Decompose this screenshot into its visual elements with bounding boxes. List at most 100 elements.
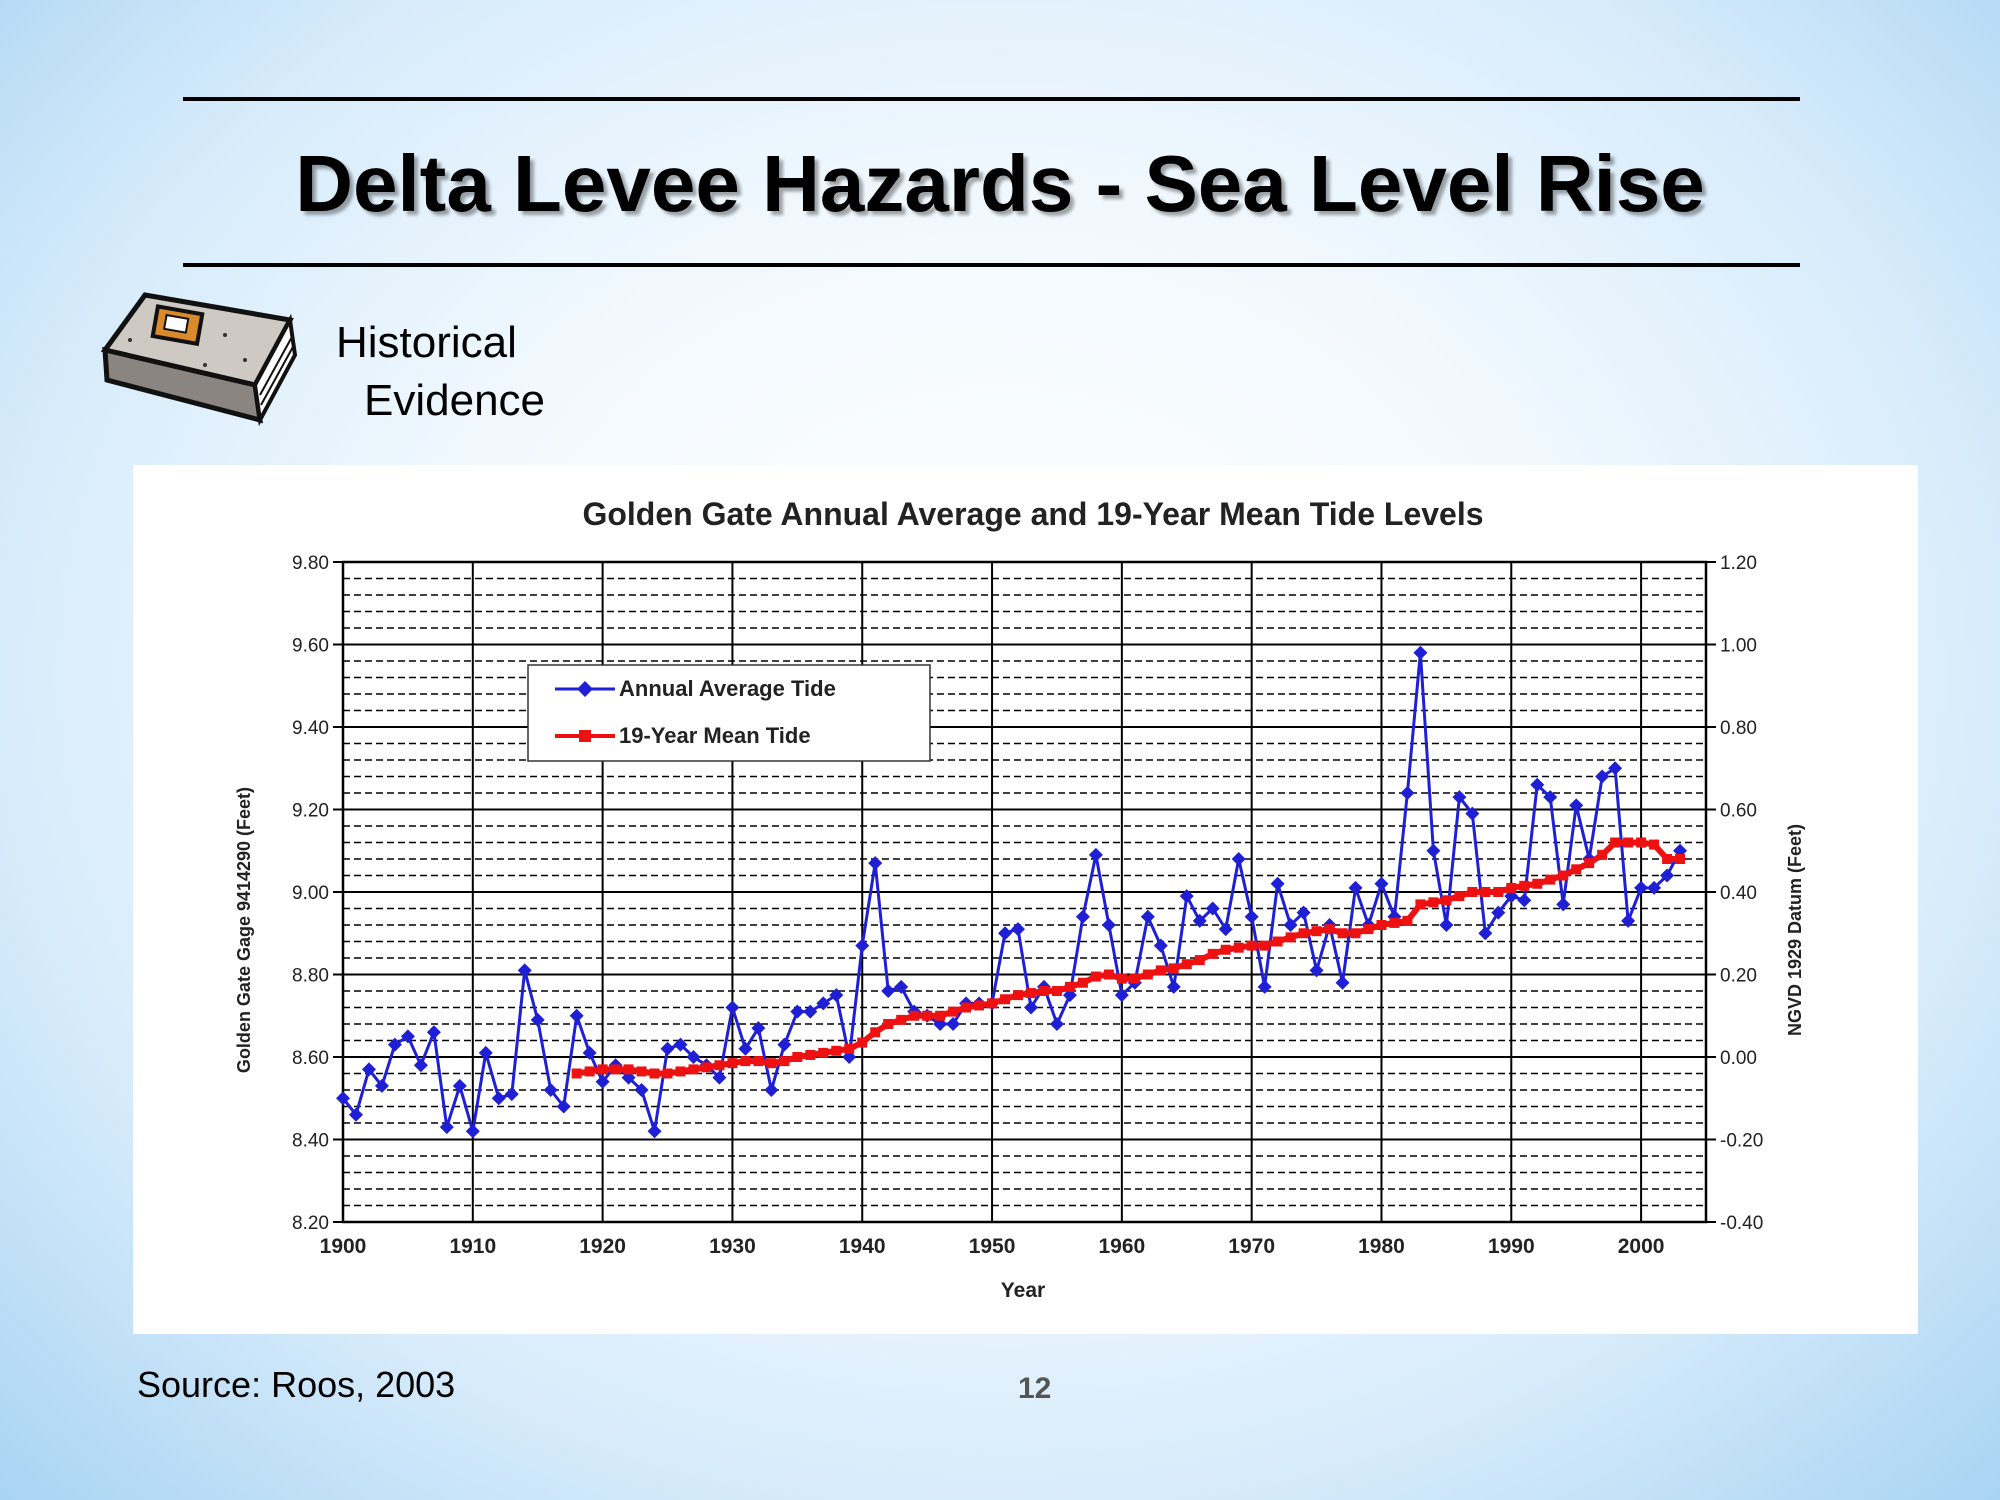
- annual-tide-point: [1283, 918, 1298, 932]
- mean-tide-point: [1519, 880, 1530, 891]
- annual-tide-point: [829, 988, 844, 1003]
- annual-tide-point: [1569, 798, 1584, 813]
- annual-tide-point: [1309, 963, 1324, 978]
- annual-tide-point: [1608, 761, 1623, 776]
- mean-tide-point: [1415, 899, 1426, 910]
- mean-tide-point: [571, 1068, 582, 1079]
- annual-tide-point: [439, 1120, 454, 1135]
- annual-tide-point: [946, 1017, 961, 1031]
- x-tick-label: 1920: [579, 1235, 626, 1258]
- x-tick-label: 1950: [969, 1235, 1016, 1258]
- mean-tide-point: [1233, 942, 1244, 953]
- y2-tick-label: 0.40: [1720, 883, 1757, 904]
- y-tick-label: 9.00: [292, 883, 329, 904]
- annual-tide-point: [582, 1045, 597, 1060]
- x-tick-label: 1940: [839, 1235, 886, 1258]
- annual-tide-point: [1413, 645, 1428, 660]
- annual-tide-point: [894, 979, 909, 994]
- x-tick-label: 1980: [1358, 1235, 1405, 1258]
- y2-axis-label: NGVD 1929 Datum (Feet): [1785, 824, 1805, 1036]
- annual-tide-point: [998, 926, 1013, 941]
- annual-tide-point: [1556, 897, 1571, 912]
- annual-tide-point: [374, 1078, 389, 1093]
- y2-tick-label: 0.80: [1720, 718, 1757, 739]
- annual-tide-point: [1439, 918, 1454, 932]
- annual-tide-point: [530, 1012, 545, 1027]
- annual-tide-point: [361, 1062, 376, 1077]
- annual-tide-point: [855, 938, 870, 953]
- y2-tick-label: 0.60: [1720, 801, 1757, 822]
- annual-tide-point: [1634, 880, 1649, 895]
- annual-tide-point: [725, 1000, 740, 1015]
- mean-tide-point: [1077, 977, 1088, 988]
- annual-tide-point: [868, 856, 883, 871]
- annual-tide-point: [738, 1041, 753, 1056]
- mean-tide-point: [1013, 990, 1024, 1001]
- x-tick-label: 1990: [1488, 1235, 1535, 1258]
- mean-tide-point: [1636, 837, 1647, 848]
- tide-chart: 8.20 -0.40 8.40 -0.20 8.60 0.00 8.80 0.20 9.00 0.…: [234, 496, 1805, 1302]
- mean-tide-point: [1090, 971, 1101, 982]
- annual-tide-point: [1270, 876, 1285, 891]
- mean-tide-point: [792, 1052, 803, 1062]
- mean-tide-point: [870, 1027, 881, 1038]
- mean-tide-point: [1324, 924, 1335, 935]
- mean-tide-point: [922, 1010, 933, 1021]
- annual-tide-point: [1530, 777, 1545, 792]
- mean-tide-point: [1285, 932, 1296, 943]
- mean-tide-point: [1038, 986, 1049, 996]
- annual-tide-point: [1465, 806, 1480, 821]
- y-tick-label: 8.80: [292, 966, 329, 987]
- annual-tide-point: [1478, 926, 1493, 941]
- legend-label-mean: 19-Year Mean Tide: [619, 723, 811, 748]
- subtitle-line-1: Historical: [336, 318, 517, 367]
- annual-tide-point: [790, 1004, 805, 1019]
- mean-tide-point: [1298, 928, 1309, 939]
- annual-tide-point: [673, 1037, 688, 1052]
- annual-tide-point: [426, 1025, 441, 1040]
- annual-tide-point: [660, 1041, 675, 1056]
- mean-tide-point: [623, 1064, 634, 1075]
- x-tick-label: 2000: [1618, 1235, 1665, 1258]
- mean-tide-point: [584, 1066, 595, 1077]
- mean-tide-point: [1428, 897, 1439, 908]
- y2-tick-label: 1.20: [1720, 553, 1757, 574]
- annual-tide-point: [751, 1021, 766, 1036]
- annual-tide-point: [1192, 913, 1207, 928]
- annual-tide-line: [341, 651, 1682, 1133]
- annual-tide-point: [1595, 769, 1610, 784]
- legend: Annual Average Tide 19-Year Mean Tide: [527, 664, 931, 762]
- mean-tide-point: [701, 1062, 712, 1073]
- annual-tide-point: [569, 1008, 584, 1023]
- mean-tide-point: [779, 1056, 790, 1067]
- slide-title: Delta Levee Hazards - Sea Level Rise: [295, 139, 1705, 228]
- mean-tide-point: [883, 1019, 894, 1029]
- y-tick-label: 9.60: [292, 636, 329, 657]
- mean-tide-point: [1545, 874, 1556, 885]
- title-rule-bottom: [183, 263, 1800, 267]
- source-citation: Source: Roos, 2003: [137, 1364, 456, 1405]
- mean-tide-point: [1051, 986, 1062, 996]
- mean-tide-point: [1272, 936, 1283, 947]
- subtitle: Historical Evidence: [336, 314, 545, 430]
- y-tick-label: 9.80: [292, 553, 329, 574]
- mean-tide-point: [974, 1000, 985, 1011]
- mean-tide-point: [1220, 944, 1231, 955]
- annual-tide-point: [881, 984, 896, 998]
- y-tick-label: 8.20: [292, 1213, 329, 1234]
- annual-tide-point: [1660, 868, 1675, 883]
- legend-label-annual: Annual Average Tide: [619, 676, 836, 701]
- annual-tide-point: [1140, 909, 1155, 924]
- x-tick-label: 1930: [709, 1235, 756, 1258]
- annual-tide-point: [1621, 913, 1636, 928]
- mean-tide-point: [1584, 858, 1595, 869]
- mean-tide-point: [1363, 924, 1374, 935]
- x-tick-label: 1900: [320, 1235, 367, 1258]
- mean-tide-point: [1168, 963, 1179, 974]
- mean-tide-point: [831, 1045, 842, 1056]
- mean-tide-point: [1155, 965, 1166, 976]
- annual-tide-point: [543, 1083, 558, 1097]
- annual-tide-point: [712, 1070, 727, 1085]
- mean-tide-point: [1000, 994, 1011, 1005]
- y-tick-label: 8.60: [292, 1048, 329, 1069]
